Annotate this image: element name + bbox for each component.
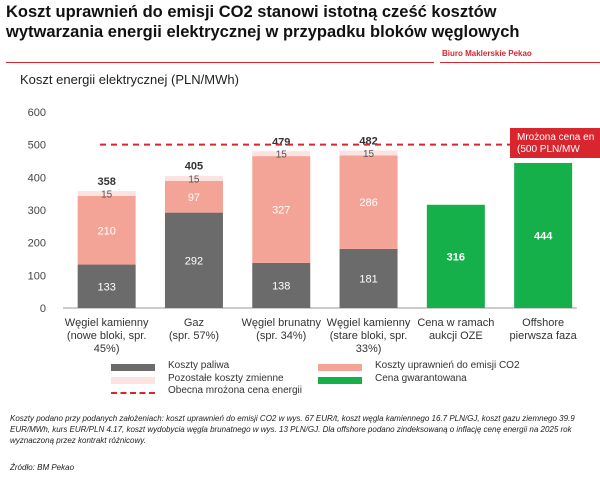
x-tick-label: Gaz	[184, 317, 204, 329]
chart-title: Koszt energii elektrycznej (PLN/MWh)	[20, 72, 239, 87]
x-tick-label: (stare bloki, spr.	[330, 330, 408, 342]
legend-label: Koszty paliwa	[168, 360, 230, 371]
data-label: 138	[272, 280, 290, 292]
bar-segment	[252, 151, 311, 157]
total-label: 479	[272, 137, 290, 149]
x-tick-label: Cena w ramach	[417, 317, 494, 329]
total-label: 358	[97, 176, 115, 188]
brand-label: Biuro Maklerskie Pekao	[442, 49, 532, 58]
data-label: 316	[447, 251, 465, 263]
x-tick-label: Węgiel kamienny	[65, 317, 149, 329]
y-tick-label: 0	[40, 303, 46, 315]
title-rule-right	[440, 62, 600, 63]
legend-label: Koszty uprawnień do emisji CO2	[375, 360, 520, 371]
bar-segment	[339, 248, 398, 308]
annotation-text: (500 PLN/MW	[517, 144, 580, 155]
legend-swatch	[318, 364, 362, 371]
x-tick-label: 33%)	[356, 343, 382, 355]
annotation-box	[510, 128, 600, 158]
bar-segment	[77, 191, 136, 196]
x-tick-label: (spr. 57%)	[169, 330, 219, 342]
data-label: 327	[272, 205, 290, 217]
legend-swatch	[111, 377, 155, 384]
y-tick-label: 200	[28, 238, 46, 250]
x-tick-label: (spr. 34%)	[256, 330, 306, 342]
y-tick-label: 400	[28, 172, 46, 184]
data-label: 210	[97, 225, 115, 237]
legend-swatch	[111, 392, 155, 394]
bar-segment	[77, 264, 136, 308]
y-tick-label: 600	[28, 107, 46, 119]
bar-segment	[426, 204, 485, 308]
data-label: 15	[101, 190, 113, 201]
x-tick-label: 45%)	[94, 343, 120, 355]
data-label: 181	[359, 273, 377, 285]
bar-segment	[164, 212, 223, 308]
data-label: 133	[97, 281, 115, 293]
x-tick-label: (nowe bloki, spr.	[67, 330, 146, 342]
data-label: 444	[534, 230, 553, 242]
bar-segment	[77, 195, 136, 265]
legend-label: Pozostałe koszty zmienne	[168, 373, 284, 384]
bar-segment	[514, 162, 573, 308]
bar-segment	[339, 150, 398, 156]
x-tick-label: pierwsza faza	[510, 330, 578, 342]
source-note: Źródło: BM Pekao	[10, 463, 75, 472]
data-label: 15	[188, 174, 200, 185]
x-tick-label: aukcji OZE	[429, 330, 483, 342]
bar-segment	[164, 176, 223, 181]
bar-chart: 0 100 200 300 400 500 600 133 210 15 358 Węgiel kam…	[28, 107, 600, 355]
data-label: 292	[185, 255, 203, 267]
data-label: 15	[276, 150, 288, 161]
total-label: 482	[359, 136, 377, 148]
x-tick-label: Węgiel brunatny	[242, 317, 322, 329]
y-tick-label: 300	[28, 205, 46, 217]
footnote: Koszty podano przy podanych założeniach:…	[10, 414, 575, 445]
bar-segment	[252, 262, 311, 308]
legend-label: Cena gwarantowana	[375, 373, 467, 384]
legend-swatch	[111, 364, 155, 371]
data-label: 15	[363, 149, 375, 160]
x-tick-label: Węgiel kamienny	[327, 317, 411, 329]
total-label: 405	[185, 161, 203, 173]
page-title: Koszt uprawnień do emisji CO2 stanowi is…	[6, 3, 520, 41]
data-label: 97	[188, 192, 200, 204]
data-label: 286	[359, 197, 377, 209]
x-tick-label: Offshore	[522, 317, 564, 329]
y-tick-label: 100	[28, 270, 46, 282]
title-rule-left	[6, 62, 434, 63]
legend-label: Obecna mrożona cena energii	[168, 385, 302, 396]
annotation-text: Mrożona cena en	[517, 132, 594, 143]
bar-segment	[252, 156, 311, 263]
bar-segment	[339, 155, 398, 249]
bar-segment	[164, 180, 223, 213]
legend-swatch	[318, 377, 362, 384]
y-tick-label: 500	[28, 140, 46, 152]
